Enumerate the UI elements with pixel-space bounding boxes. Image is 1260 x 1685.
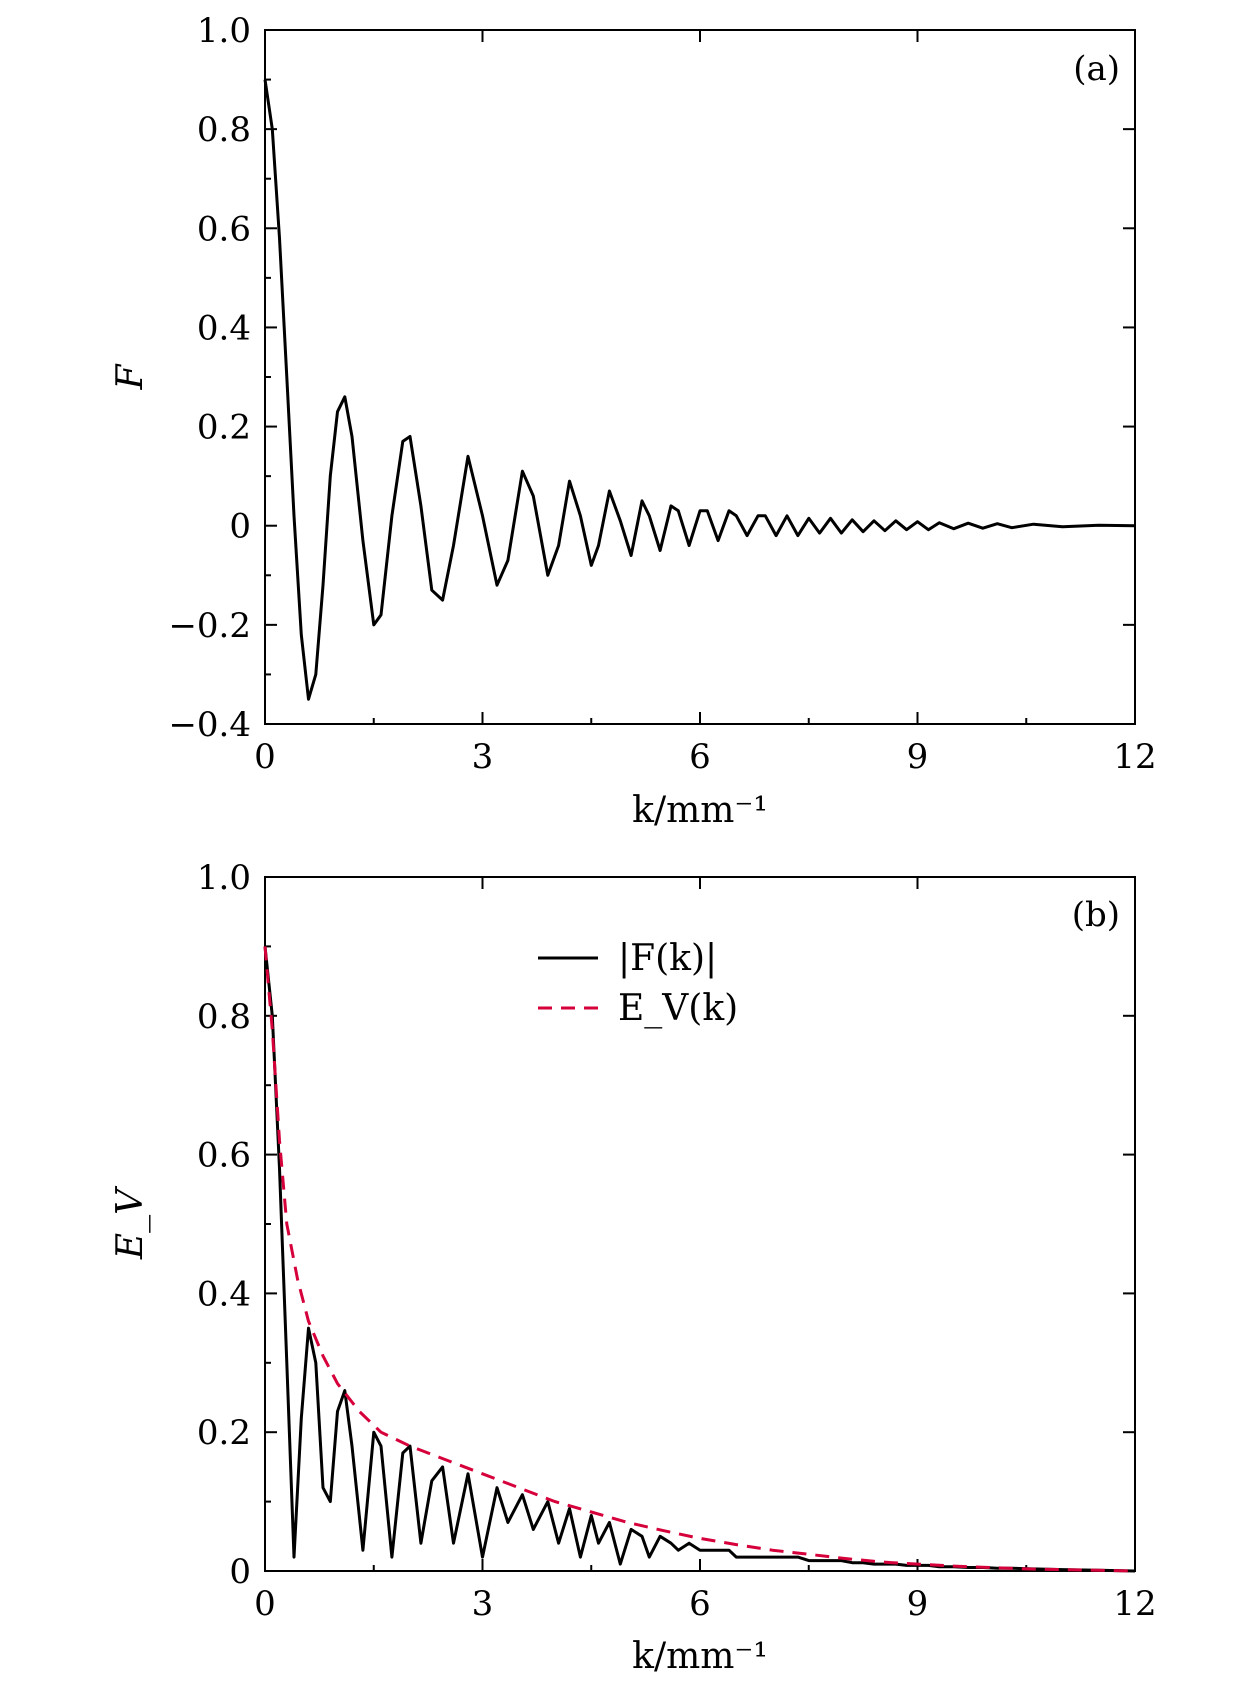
y-tick-label: 0.2 <box>197 1413 251 1453</box>
x-ticks-a: 0 3 6 9 12 <box>254 30 1157 777</box>
series-lines-a <box>263 79 1136 701</box>
y-tick-label: 0.6 <box>197 1136 251 1176</box>
y-tick-label: 0.4 <box>197 308 251 348</box>
y-ticks-b: 0 0.2 0.4 0.6 0.8 1.0 <box>197 858 1135 1592</box>
x-tick-label: 3 <box>472 1584 494 1624</box>
panel-a: 0 3 6 9 12 −0.4 −0.2 0 0.2 0.4 0.6 0.8 1.0 (a) F k/… <box>110 11 1157 831</box>
y-tick-label: 1.0 <box>197 858 251 898</box>
x-tick-label: 12 <box>1113 737 1156 777</box>
y-tick-label: 0.8 <box>197 997 251 1037</box>
x-tick-label: 9 <box>907 737 929 777</box>
y-tick-label: 0 <box>229 507 251 547</box>
y-tick-label: 0.4 <box>197 1274 251 1314</box>
series-line-0 <box>263 946 1136 1573</box>
plot-frame-b <box>264 876 1136 1572</box>
y-tick-label: −0.2 <box>168 606 251 646</box>
y-tick-label: 1.0 <box>197 11 251 51</box>
y-ticks-a: −0.4 −0.2 0 0.2 0.4 0.6 0.8 1.0 <box>168 11 1135 745</box>
x-tick-label: 3 <box>472 737 494 777</box>
y-axis-title-a: F <box>110 362 151 390</box>
series-line-0 <box>263 79 1136 701</box>
y-tick-label: 0.6 <box>197 209 251 249</box>
x-tick-label: 6 <box>689 737 711 777</box>
legend-label-dashed: E_V(k) <box>618 988 738 1029</box>
panel-label-b: (b) <box>1072 895 1120 935</box>
panel-b: 0 3 6 9 12 0 0.2 0.4 0.6 0.8 1.0 (b) E_V k/mm⁻¹ |… <box>110 858 1157 1677</box>
x-tick-label: 0 <box>254 737 276 777</box>
x-tick-label: 0 <box>254 1584 276 1624</box>
x-ticks-b: 0 3 6 9 12 <box>254 877 1157 1624</box>
series-lines-b <box>263 946 1136 1573</box>
x-axis-title-a: k/mm⁻¹ <box>632 790 768 831</box>
plot-frame-a <box>264 29 1136 725</box>
x-tick-label: 9 <box>907 1584 929 1624</box>
y-tick-label: −0.4 <box>168 705 251 745</box>
x-tick-label: 12 <box>1113 1584 1156 1624</box>
legend-label-solid: |F(k)| <box>618 938 717 979</box>
y-tick-label: 0.8 <box>197 110 251 150</box>
x-tick-label: 6 <box>689 1584 711 1624</box>
y-tick-label: 0 <box>229 1552 251 1592</box>
panel-label-a: (a) <box>1073 49 1120 89</box>
y-axis-title-b: E_V <box>110 1185 151 1260</box>
y-tick-label: 0.2 <box>197 408 251 448</box>
legend-b: |F(k)| E_V(k) <box>538 938 738 1029</box>
series-line-1 <box>263 946 1136 1573</box>
x-axis-title-b: k/mm⁻¹ <box>632 1636 768 1677</box>
